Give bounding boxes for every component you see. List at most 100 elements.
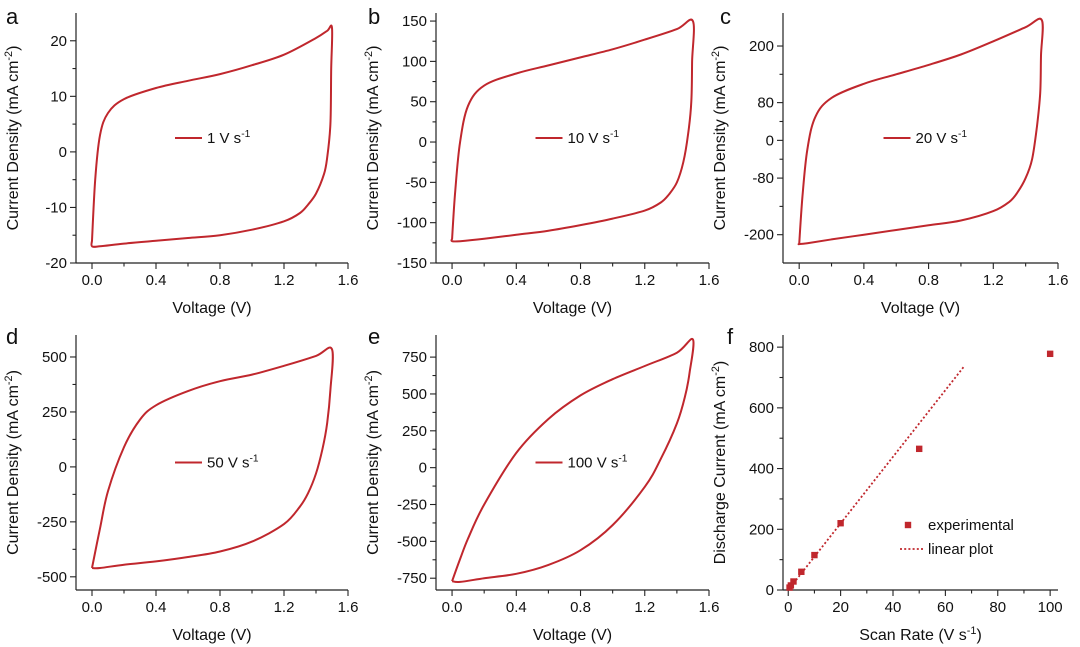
panel-d: d 0.0 0.4 0.8 1.2 1.6 -500 -250 0 250 500 Voltage (… [3, 324, 358, 644]
y-tick-label: 0 [419, 134, 427, 151]
x-tick-label: 0.8 [570, 599, 591, 616]
y-axis-title: Current Density (mA cm-2) [3, 46, 22, 231]
y-tick-label: 20 [50, 33, 67, 50]
panel-a: a 0.0 0.4 0.8 1.2 1.6 -20 -10 0 10 20 Voltage (V) Cu… [3, 4, 358, 317]
y-tick-label: 50 [410, 94, 427, 111]
x-tick-label: 0.0 [82, 272, 103, 289]
y-tick-label: -50 [405, 174, 427, 191]
x-axis-title: Voltage (V) [172, 300, 251, 317]
x-axis-title: Voltage (V) [172, 627, 251, 644]
panel-letter: f [727, 324, 734, 349]
panel-c: c 0.0 0.4 0.8 1.2 1.6 -200 -80 0 80 200 Voltage (V)… [710, 4, 1068, 317]
y-tick-label: 80 [757, 95, 774, 112]
scatter-point [1046, 350, 1054, 358]
x-tick-label: 1.2 [634, 599, 655, 616]
x-tick-label: 0 [784, 599, 792, 616]
x-tick-label: 1.6 [699, 599, 720, 616]
x-tick-label: 0.4 [146, 599, 167, 616]
y-tick-label: 200 [749, 521, 774, 538]
y-tick-label: 500 [42, 349, 67, 366]
panel-e: e 0.0 0.4 0.8 1.2 1.6 -750 -500 -250 0 250 500 750 Vo… [363, 324, 719, 644]
panel-b: b 0.0 0.4 0.8 1.2 1.6 -150 -100 -50 0 50 100 150 Volt… [363, 4, 719, 317]
y-axis-title: Current Density (mA cm-2) [710, 46, 729, 231]
x-tick-label: 80 [989, 599, 1006, 616]
scatter-point [811, 551, 818, 559]
scatter-point [798, 568, 805, 575]
legend-label: 1 V s-1 [207, 129, 251, 147]
y-tick-label: 100 [402, 53, 427, 70]
x-tick-label: 0.4 [506, 599, 527, 616]
cv-curve [91, 346, 334, 570]
y-tick-label: -200 [744, 227, 774, 244]
y-tick-label: 10 [50, 88, 67, 105]
x-tick-label: 1.6 [1048, 272, 1069, 289]
y-axis-title: Current Density (mA cm-2) [363, 370, 382, 555]
legend-label: 100 V s-1 [568, 454, 628, 472]
legend-label: 20 V s-1 [916, 129, 968, 147]
x-tick-label: 1.6 [338, 272, 359, 289]
y-tick-label: -750 [397, 570, 427, 587]
x-tick-label: 20 [832, 599, 849, 616]
y-tick-label: 600 [749, 400, 774, 417]
x-tick-label: 1.2 [274, 272, 295, 289]
x-tick-label: 0.0 [442, 272, 463, 289]
x-tick-label: 1.2 [274, 599, 295, 616]
x-tick-label: 0.0 [442, 599, 463, 616]
panel-f: f 0 20 40 60 80 100 0 200 400 600 800 Scan Rate (V s… [710, 324, 1063, 644]
panel-letter: b [368, 4, 380, 29]
y-axis-title: Current Density (mA cm-2) [3, 370, 22, 555]
y-axis-title: Discharge Current (mA cm-2) [710, 361, 729, 565]
y-tick-label: 400 [749, 461, 774, 478]
x-axis-title: Scan Rate (V s-1) [859, 625, 982, 644]
x-tick-label: 0.8 [918, 272, 939, 289]
x-tick-label: 0.8 [570, 272, 591, 289]
cv-curve [90, 24, 334, 248]
x-tick-label: 60 [937, 599, 954, 616]
x-tick-label: 0.0 [789, 272, 810, 289]
y-tick-label: 0 [59, 459, 67, 476]
y-tick-label: 250 [42, 404, 67, 421]
x-tick-label: 1.2 [634, 272, 655, 289]
cv-curve [797, 17, 1044, 246]
legend-label: 50 V s-1 [207, 454, 259, 472]
y-tick-label: 0 [766, 132, 774, 149]
legend-label: linear plot [928, 541, 994, 558]
x-tick-label: 1.6 [338, 599, 359, 616]
y-tick-label: 800 [749, 339, 774, 356]
x-axis-title: Voltage (V) [881, 300, 960, 317]
y-tick-label: -100 [397, 215, 427, 232]
y-tick-label: -10 [45, 199, 67, 216]
legend-swatch [904, 521, 912, 529]
cv-curve [450, 18, 695, 243]
legend-label: experimental [928, 517, 1014, 534]
y-tick-label: 150 [402, 13, 427, 30]
y-tick-label: 200 [749, 38, 774, 55]
y-tick-label: 0 [766, 582, 774, 599]
y-tick-label: 0 [419, 460, 427, 477]
y-tick-label: 0 [59, 144, 67, 161]
y-tick-label: -250 [37, 514, 67, 531]
x-tick-label: 0.4 [853, 272, 874, 289]
fit-line [787, 366, 965, 591]
x-tick-label: 0.8 [210, 272, 231, 289]
x-tick-label: 0.8 [210, 599, 231, 616]
y-tick-label: 500 [402, 386, 427, 403]
x-tick-label: 0.4 [506, 272, 527, 289]
panel-letter: d [6, 324, 18, 349]
panel-letter: e [368, 324, 380, 349]
y-tick-label: -500 [37, 569, 67, 586]
y-tick-label: 250 [402, 423, 427, 440]
y-tick-label: -20 [45, 255, 67, 272]
y-tick-label: -80 [752, 170, 774, 187]
x-tick-label: 1.6 [699, 272, 720, 289]
y-tick-label: -500 [397, 533, 427, 550]
y-tick-label: -150 [397, 255, 427, 272]
panel-letter: a [6, 4, 19, 29]
x-tick-label: 0.0 [82, 599, 103, 616]
x-axis-title: Voltage (V) [533, 300, 612, 317]
x-tick-label: 40 [885, 599, 902, 616]
scatter-point [915, 445, 923, 453]
y-tick-label: -250 [397, 497, 427, 514]
panel-letter: c [720, 4, 731, 29]
